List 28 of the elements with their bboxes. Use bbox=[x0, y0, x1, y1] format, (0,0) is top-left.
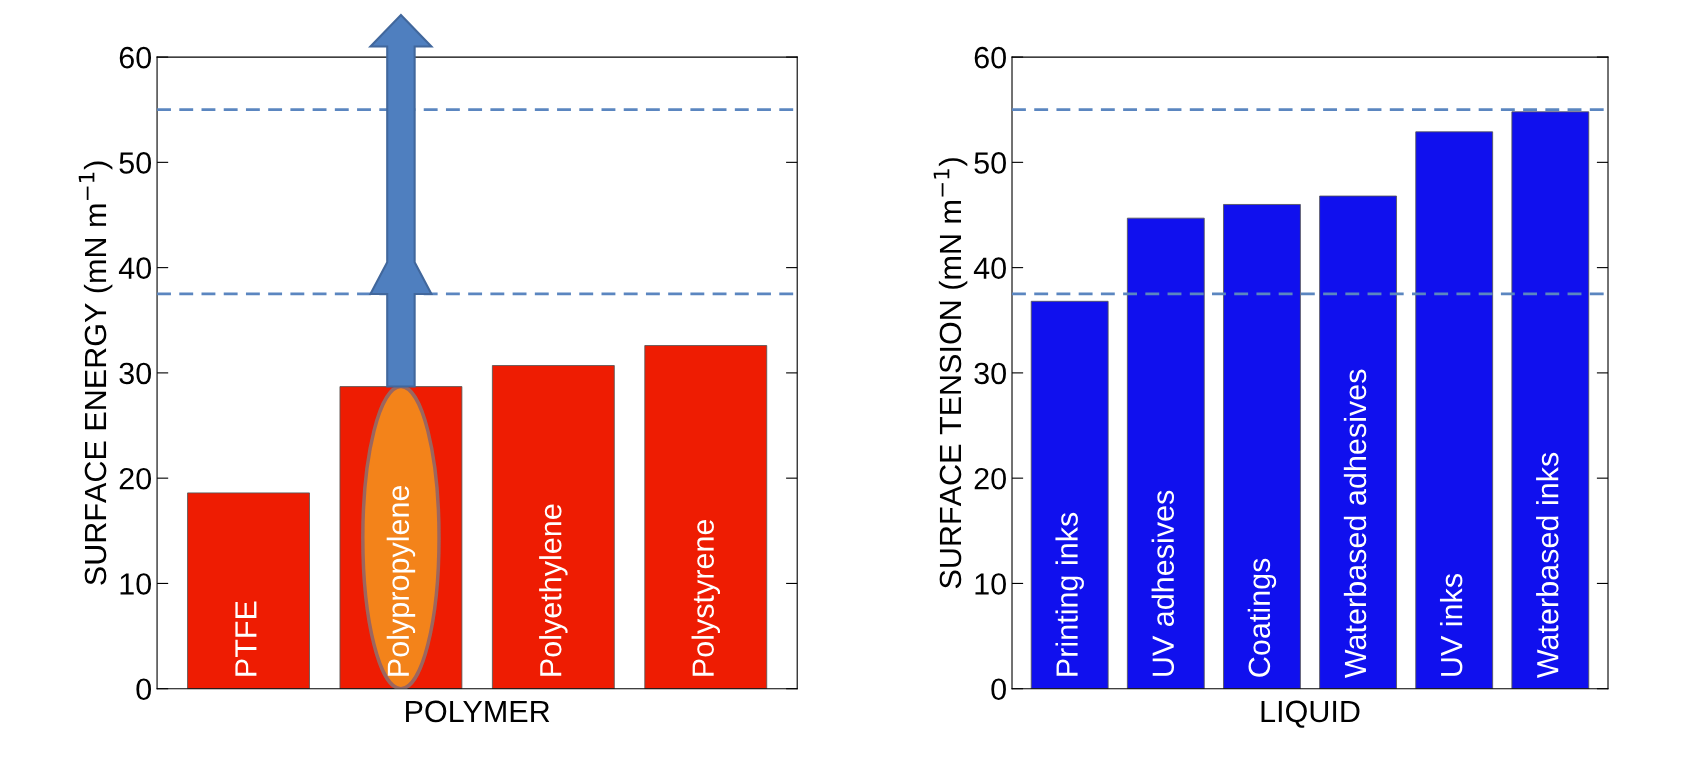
x-axis-title: LIQUID bbox=[1261, 700, 1360, 728]
y-tick-label: 50 bbox=[974, 152, 1006, 174]
y-tick-label: 20 bbox=[119, 467, 152, 490]
x-tick-label: Coatings bbox=[1247, 558, 1277, 677]
y-axis-title: SURFACE TENSION (mN m$^{−1}$) bbox=[933, 158, 968, 589]
y-tick-label: 30 bbox=[974, 362, 1006, 385]
x-tick-label: Printing inks bbox=[1055, 512, 1084, 676]
x-tick-label: Waterbased inks bbox=[1536, 452, 1559, 679]
x-tick-label: UV inks bbox=[1439, 574, 1463, 676]
y-tick-label: 10 bbox=[975, 573, 1006, 595]
y-tick-label: 40 bbox=[973, 257, 1006, 279]
y-tick-label: 60 bbox=[119, 46, 152, 69]
y-tick-label: 0 bbox=[991, 678, 1006, 701]
y-tick-label: 60 bbox=[974, 46, 1006, 69]
y-tick-label: 10 bbox=[120, 573, 152, 595]
y-tick-label: 20 bbox=[974, 467, 1006, 490]
x-axis-title: POLYMER bbox=[406, 700, 550, 723]
y-tick-label: 40 bbox=[118, 257, 152, 279]
y-tick-label: 30 bbox=[119, 362, 152, 385]
x-tick-label: PTFE bbox=[235, 601, 257, 676]
x-tick-label: UV adhesives bbox=[1151, 490, 1175, 676]
y-axis-title: SURFACE ENERGY (mN m$^{−1}$) bbox=[78, 161, 113, 585]
y-tick-label: 50 bbox=[119, 152, 152, 174]
x-tick-label: Polypropylene bbox=[386, 485, 416, 676]
x-tick-label: Polystyrene bbox=[691, 519, 720, 676]
x-tick-label: Polyethylene bbox=[539, 504, 568, 676]
x-tick-label: Waterbased adhesives bbox=[1343, 369, 1367, 679]
y-tick-label: 0 bbox=[136, 678, 152, 701]
